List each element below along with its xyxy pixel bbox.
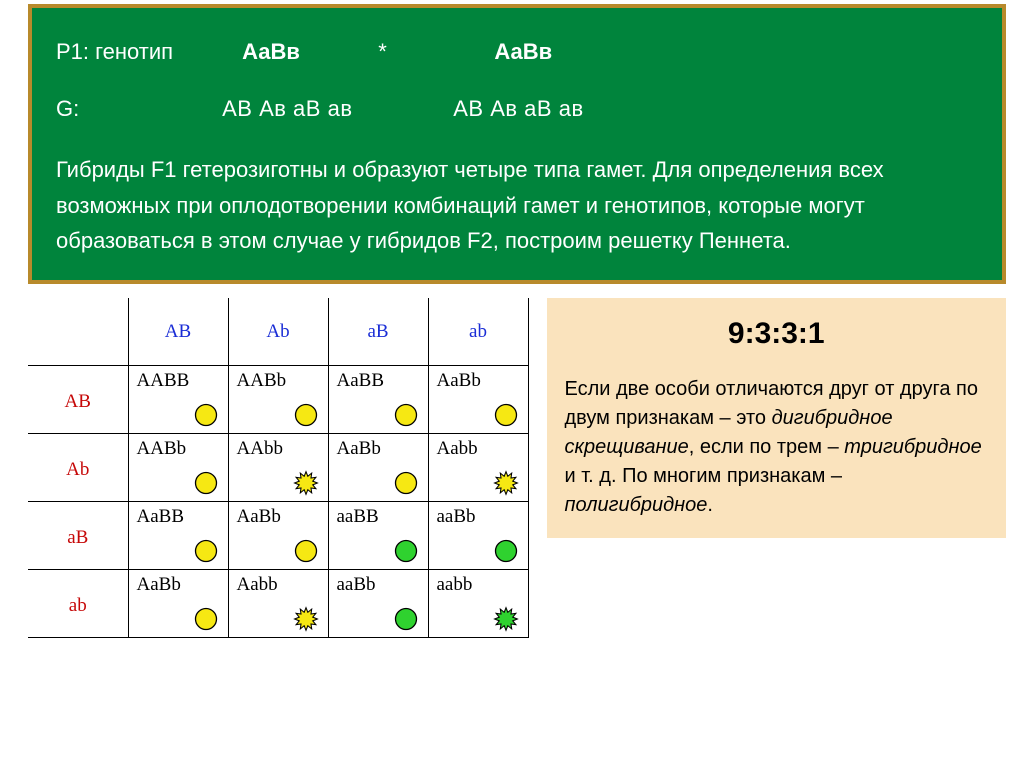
punnett-cell: AaBb [128,570,228,638]
punnett-cell: AaBb [328,434,428,502]
p1-genotype-1: АаВв [242,34,372,69]
genotype-label: AaBB [331,370,426,392]
genotype-label: Aabb [231,574,326,596]
punnett-cell: AABb [228,366,328,434]
punnett-cell: aabb [428,570,528,638]
genotype-label: AABB [131,370,226,392]
ratio-panel: 9:3:3:1 Если две особи отличаются друг о… [547,298,1007,539]
phenotype-icon [292,537,320,565]
genotype-label: AABb [231,370,326,392]
punnett-cell: AaBB [128,502,228,570]
ratio-term-2: тригибридное [844,436,981,458]
gametes-parent-1: АВ Ав аВ ав [222,91,447,126]
cross-symbol: * [378,34,488,69]
punnett-row: aBAaBBAaBbaaBBaaBb [28,502,528,570]
punnett-cell: AABb [128,434,228,502]
punnett-header-row: AB Ab aB ab [28,298,528,366]
col-head-1: Ab [228,298,328,366]
ratio-text-mid1: , если по трем – [689,436,845,458]
genotype-label: AaBb [131,574,226,596]
phenotype-icon [492,401,520,429]
genotype-label: Aabb [431,438,526,460]
phenotype-icon [492,537,520,565]
genotype-label: AAbb [231,438,326,460]
gametes-line: G: АВ Ав аВ ав АВ Ав аВ ав [56,91,978,126]
punnett-row: AbAABbAAbbAaBbAabb [28,434,528,502]
punnett-cell: Aabb [428,434,528,502]
punnett-row: ABAABBAABbAaBBAaBb [28,366,528,434]
genotype-label: aaBB [331,506,426,528]
ratio-term-3: полигибридное [565,494,708,516]
ratio-text-end: . [707,494,713,516]
row-head-3: ab [28,570,128,638]
punnett-cell: AaBb [228,502,328,570]
punnett-cell: AaBB [328,366,428,434]
genotype-label: AaBb [331,438,426,460]
gametes-parent-2: АВ Ав аВ ав [453,91,583,126]
punnett-cell: aaBb [328,570,428,638]
col-head-0: AB [128,298,228,366]
row-head-1: Ab [28,434,128,502]
col-head-3: ab [428,298,528,366]
phenotype-icon [492,469,520,497]
p1-genotype-2: АаВв [494,34,552,69]
punnett-cell: aaBb [428,502,528,570]
phenotype-icon [192,469,220,497]
punnett-cell: AAbb [228,434,328,502]
row-head-2: aB [28,502,128,570]
punnett-cell: AABB [128,366,228,434]
ratio-text-mid2: и т. д. По многим признакам – [565,465,843,487]
genotype-label: aaBb [431,506,526,528]
genotype-label: AaBb [431,370,526,392]
punnett-cell: AaBb [428,366,528,434]
punnett-cell: aaBB [328,502,428,570]
phenotype-icon [292,401,320,429]
genotype-label: AaBB [131,506,226,528]
phenotype-icon [192,537,220,565]
genotype-label: AABb [131,438,226,460]
phenotype-icon [392,605,420,633]
p1-label: Р1: генотип [56,34,236,69]
genotype-label: aabb [431,574,526,596]
phenotype-icon [392,401,420,429]
top-explanation-panel: Р1: генотип АаВв * АаВв G: АВ Ав аВ ав А… [28,4,1006,284]
phenotype-icon [392,469,420,497]
phenotype-icon [292,605,320,633]
genotype-label: AaBb [231,506,326,528]
phenotype-icon [192,401,220,429]
row-head-0: AB [28,366,128,434]
ratio-text: Если две особи отличаются друг от друга … [565,375,989,520]
ratio-title: 9:3:3:1 [565,312,989,356]
punnett-square: AB Ab aB ab ABAABBAABbAaBBAaBbAbAABbAAbb… [28,298,529,639]
genotype-label: aaBb [331,574,426,596]
phenotype-icon [292,469,320,497]
col-head-2: aB [328,298,428,366]
punnett-cell: Aabb [228,570,328,638]
p1-line: Р1: генотип АаВв * АаВв [56,34,978,69]
phenotype-icon [492,605,520,633]
explanation-text: Гибриды F1 гетерозиготны и образуют четы… [56,152,978,258]
punnett-corner [28,298,128,366]
punnett-row: abAaBbAabbaaBbaabb [28,570,528,638]
g-label: G: [56,91,216,126]
phenotype-icon [392,537,420,565]
phenotype-icon [192,605,220,633]
